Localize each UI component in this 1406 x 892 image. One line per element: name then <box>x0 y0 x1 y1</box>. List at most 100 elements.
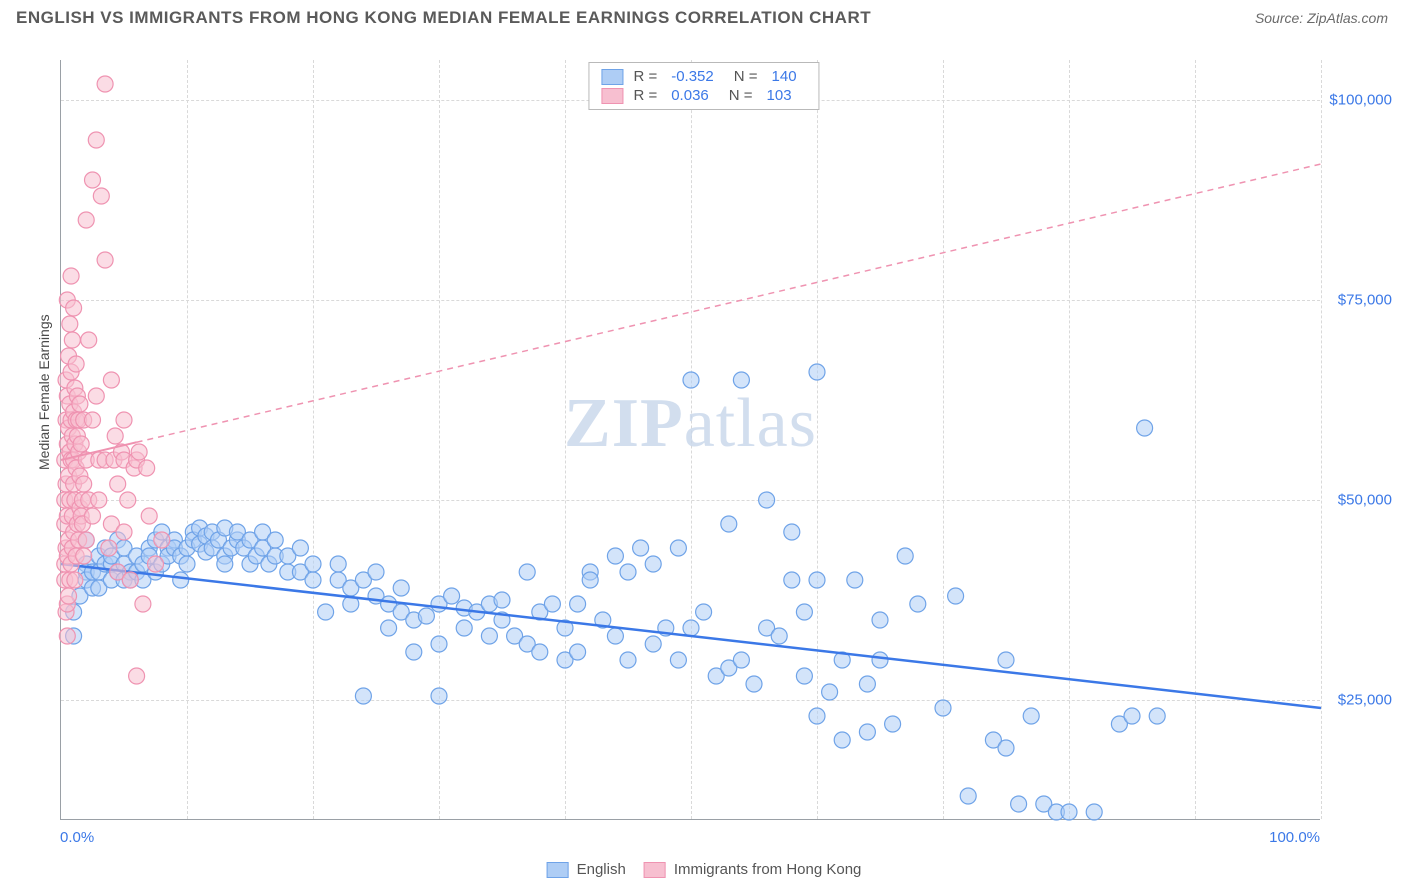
n-label: N = <box>729 87 753 104</box>
data-point-hongkong <box>63 268 79 284</box>
data-point-hongkong <box>103 372 119 388</box>
data-point-hongkong <box>91 492 107 508</box>
data-point-hongkong <box>66 300 82 316</box>
data-point-english <box>759 492 775 508</box>
data-point-english <box>532 644 548 660</box>
y-tick-label: $25,000 <box>1338 692 1392 709</box>
data-point-hongkong <box>97 76 113 92</box>
data-point-hongkong <box>61 588 77 604</box>
data-point-english <box>431 636 447 652</box>
data-point-english <box>910 596 926 612</box>
data-point-english <box>179 556 195 572</box>
data-point-hongkong <box>85 172 101 188</box>
data-point-english <box>733 372 749 388</box>
data-point-english <box>872 652 888 668</box>
plot-svg <box>61 60 1320 819</box>
data-point-english <box>444 588 460 604</box>
data-point-english <box>645 556 661 572</box>
source-value: ZipAtlas.com <box>1307 10 1388 26</box>
data-point-hongkong <box>93 188 109 204</box>
data-point-english <box>859 676 875 692</box>
data-point-hongkong <box>122 572 138 588</box>
legend-swatch <box>547 862 569 878</box>
data-point-english <box>670 652 686 668</box>
data-point-english <box>733 652 749 668</box>
data-point-english <box>173 572 189 588</box>
data-point-english <box>721 516 737 532</box>
data-point-english <box>1061 804 1077 820</box>
data-point-hongkong <box>67 572 83 588</box>
data-point-hongkong <box>131 444 147 460</box>
data-point-hongkong <box>110 476 126 492</box>
data-point-english <box>683 620 699 636</box>
data-point-english <box>859 724 875 740</box>
data-point-english <box>796 604 812 620</box>
data-point-english <box>217 556 233 572</box>
data-point-hongkong <box>107 428 123 444</box>
data-point-hongkong <box>73 436 89 452</box>
r-label: R = <box>633 68 657 85</box>
data-point-hongkong <box>85 412 101 428</box>
data-point-english <box>544 596 560 612</box>
data-point-english <box>607 548 623 564</box>
source-label: Source: <box>1255 10 1307 26</box>
data-point-hongkong <box>81 332 97 348</box>
data-point-english <box>582 572 598 588</box>
data-point-english <box>809 708 825 724</box>
data-point-english <box>960 788 976 804</box>
data-point-hongkong <box>129 668 145 684</box>
data-point-hongkong <box>97 252 113 268</box>
data-point-english <box>368 564 384 580</box>
data-point-english <box>935 700 951 716</box>
data-point-english <box>381 620 397 636</box>
data-point-hongkong <box>64 332 80 348</box>
data-point-english <box>494 592 510 608</box>
data-point-hongkong <box>88 388 104 404</box>
data-point-hongkong <box>135 596 151 612</box>
data-point-english <box>456 620 472 636</box>
gridline-vertical <box>1321 60 1322 819</box>
data-point-hongkong <box>120 492 136 508</box>
data-point-hongkong <box>116 524 132 540</box>
data-point-english <box>305 572 321 588</box>
data-point-english <box>355 688 371 704</box>
data-point-english <box>1137 420 1153 436</box>
data-point-hongkong <box>85 508 101 524</box>
plot-area: ZIPatlas $25,000$50,000$75,000$100,000 <box>60 60 1320 820</box>
data-point-english <box>834 732 850 748</box>
data-point-english <box>1086 804 1102 820</box>
chart-container: Median Female Earnings ZIPatlas $25,000$… <box>16 40 1392 880</box>
data-point-english <box>620 564 636 580</box>
data-point-english <box>1124 708 1140 724</box>
data-point-hongkong <box>76 476 92 492</box>
data-point-english <box>696 604 712 620</box>
data-point-english <box>670 540 686 556</box>
data-point-hongkong <box>101 540 117 556</box>
data-point-english <box>809 364 825 380</box>
data-point-hongkong <box>141 508 157 524</box>
data-point-hongkong <box>148 556 164 572</box>
data-point-hongkong <box>154 532 170 548</box>
data-point-english <box>393 580 409 596</box>
series-legend-item: English <box>547 861 626 878</box>
x-axis-max-label: 100.0% <box>1269 829 1320 846</box>
data-point-english <box>318 604 334 620</box>
x-axis-min-label: 0.0% <box>60 829 94 846</box>
n-value: 103 <box>767 87 792 104</box>
series-legend-label: English <box>577 861 626 878</box>
data-point-hongkong <box>72 396 88 412</box>
data-point-english <box>305 556 321 572</box>
data-point-english <box>607 628 623 644</box>
data-point-english <box>1149 708 1165 724</box>
data-point-english <box>1011 796 1027 812</box>
data-point-english <box>897 548 913 564</box>
data-point-english <box>998 652 1014 668</box>
data-point-english <box>822 684 838 700</box>
series-legend: EnglishImmigrants from Hong Kong <box>547 861 862 878</box>
data-point-english <box>847 572 863 588</box>
legend-row: R =0.036N =103 <box>601 86 806 105</box>
data-point-english <box>633 540 649 556</box>
r-value: 0.036 <box>671 87 709 104</box>
data-point-english <box>431 688 447 704</box>
data-point-hongkong <box>76 548 92 564</box>
